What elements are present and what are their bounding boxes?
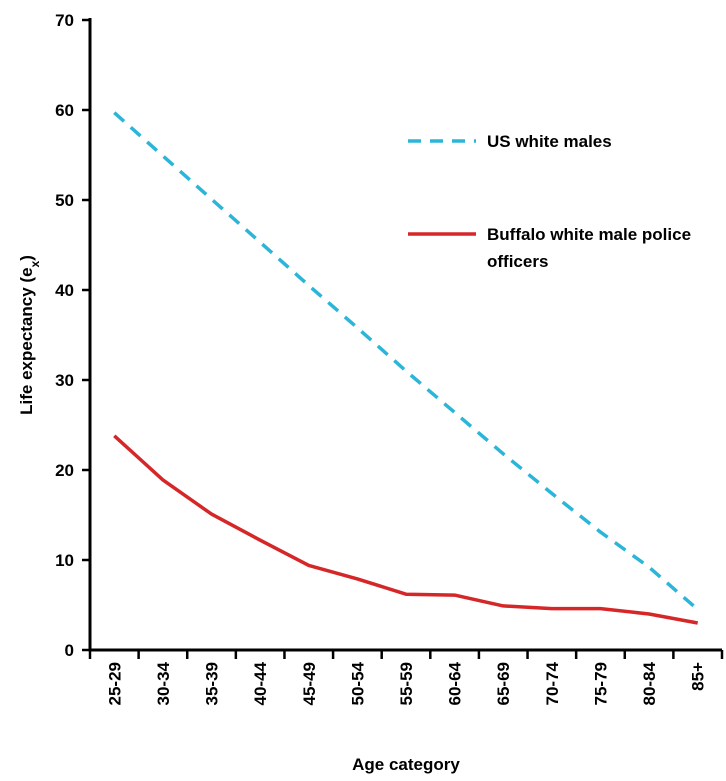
legend: US white males Buffalo white male police…	[408, 132, 696, 271]
legend-label-buffalo-police-line-1: Buffalo white male police	[487, 225, 691, 244]
x-tick-label: 40-44	[251, 661, 270, 705]
y-axis-title-close: )	[17, 255, 36, 261]
y-axis-title-subscript: x	[28, 260, 42, 267]
series-line-us-white-males	[113, 111, 699, 611]
x-tick-label: 70-74	[543, 661, 562, 705]
x-axis-title: Age category	[352, 755, 460, 774]
y-tick-label: 70	[55, 11, 74, 30]
y-axis-ticks: 0 10 20 30 40 50 60 70	[55, 11, 90, 660]
y-axis-title-main: Life expectancy (e	[17, 267, 36, 414]
x-tick-label: 65-69	[494, 662, 513, 705]
series-line-buffalo-police	[113, 434, 699, 625]
x-axis-ticks: 25-29 30-34 35-39 40-44 45-49 50-54 55-59 60-64…	[88, 650, 724, 705]
x-tick-label: 30-34	[154, 661, 173, 705]
x-tick-label: 45-49	[300, 662, 319, 705]
x-tick-label: 25-29	[105, 662, 124, 705]
x-tick-label: 50-54	[348, 661, 367, 705]
y-tick-label: 0	[65, 641, 74, 660]
series-layer	[113, 111, 699, 625]
y-tick-label: 60	[55, 101, 74, 120]
x-tick-label: 85+	[689, 662, 708, 691]
legend-label-buffalo-police: Buffalo white male police officers	[487, 225, 696, 271]
x-tick-label: 60-64	[446, 661, 465, 705]
y-tick-label: 20	[55, 461, 74, 480]
x-tick-label: 75-79	[591, 662, 610, 705]
x-tick-label: 35-39	[203, 662, 222, 705]
legend-label-us-white-males: US white males	[487, 132, 612, 151]
y-tick-label: 40	[55, 281, 74, 300]
y-tick-label: 50	[55, 191, 74, 210]
x-tick-label: 55-59	[397, 662, 416, 705]
y-axis-title: Life expectancy (ex)	[17, 255, 42, 415]
legend-label-buffalo-police-line-2: officers	[487, 252, 548, 271]
y-tick-label: 30	[55, 371, 74, 390]
x-tick-label: 80-84	[640, 661, 659, 705]
y-tick-label: 10	[55, 551, 74, 570]
